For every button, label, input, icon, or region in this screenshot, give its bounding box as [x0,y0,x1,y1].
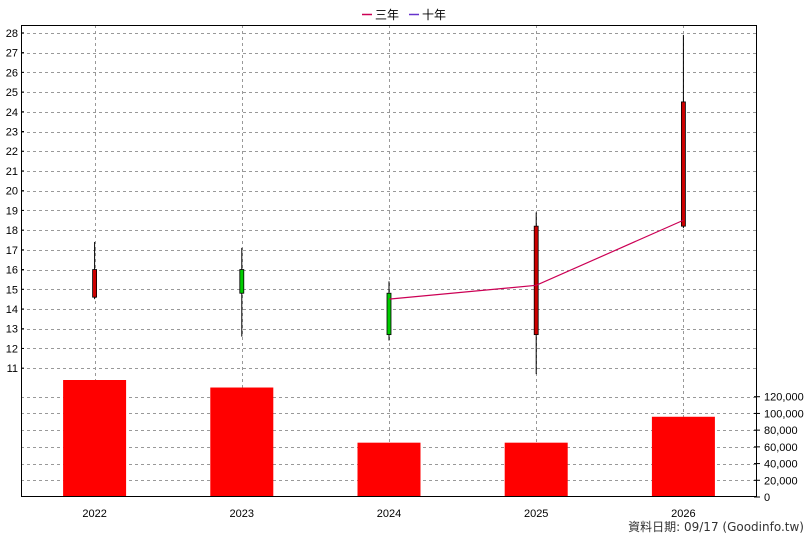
price-tick-label: 23 [6,127,18,139]
legend-label: 十年 [422,8,446,22]
volume-tick-label: 80,000 [764,425,798,437]
x-tick-label: 2023 [230,508,254,520]
price-tick-label: 24 [6,107,18,119]
volume-tick-label: 0 [764,492,770,504]
price-tick-label: 27 [6,48,18,60]
volume-bar-2024 [357,442,421,497]
x-axis-ticks: 2022 2023 2024 2025 2026 [82,508,695,520]
price-tick-label: 21 [6,166,18,178]
x-tick-label: 2024 [377,508,401,520]
price-tick-label: 13 [6,324,18,336]
price-tick-label: 19 [6,205,18,217]
volume-tick-label: 60,000 [764,442,798,454]
volume-tick-label: 20,000 [764,475,798,487]
volume-tick-label: 120,000 [764,392,804,404]
volume-bars [63,380,715,497]
legend: 三年 十年 [362,8,446,22]
price-tick-label: 16 [6,265,18,277]
volume-tick-label: 40,000 [764,459,798,471]
candle-body-2024 [386,292,392,336]
volume-tick-label: 100,000 [764,408,804,420]
volume-bar-2025 [504,442,568,497]
candle-body-2022 [92,269,97,298]
x-tick-label: 2022 [82,508,106,520]
plot-frame [21,25,757,497]
price-tick-label: 26 [6,67,18,79]
volume-bar-2022 [63,380,127,497]
x-tick-label: 2025 [524,508,548,520]
candlesticks [92,34,686,375]
grid-lines [21,25,757,497]
price-tick-label: 12 [6,343,18,355]
series-line-三年 [388,219,684,300]
volume-axis-ticks: 0 20,000 40,000 60,000 80,000 100,000 120,000 [754,392,804,504]
price-tick-label: 18 [6,225,18,237]
x-tick-label: 2026 [671,508,695,520]
candle-body-2023 [239,269,245,294]
price-axis-ticks: 11 12 13 14 15 16 17 18 19 20 21 22 23 24 25 26 27 28 [6,28,24,375]
volume-bar-2026 [651,416,715,497]
price-tick-label: 11 [7,363,18,375]
legend-label: 三年 [375,8,399,22]
data-date-note: 資料日期: 09/17 (Goodinfo.tw) [628,520,804,534]
price-tick-label: 28 [6,28,18,40]
volume-bar-2023 [210,387,274,497]
price-tick-label: 25 [6,87,18,99]
price-tick-label: 22 [6,146,18,158]
average-lines [388,219,684,300]
plot-border [21,25,757,497]
price-tick-label: 15 [6,284,18,296]
price-tick-label: 17 [6,245,18,257]
price-tick-label: 20 [6,186,18,198]
price-tick-label: 14 [6,304,18,316]
candle-body-2025 [533,225,539,336]
candle-body-2026 [681,101,686,227]
